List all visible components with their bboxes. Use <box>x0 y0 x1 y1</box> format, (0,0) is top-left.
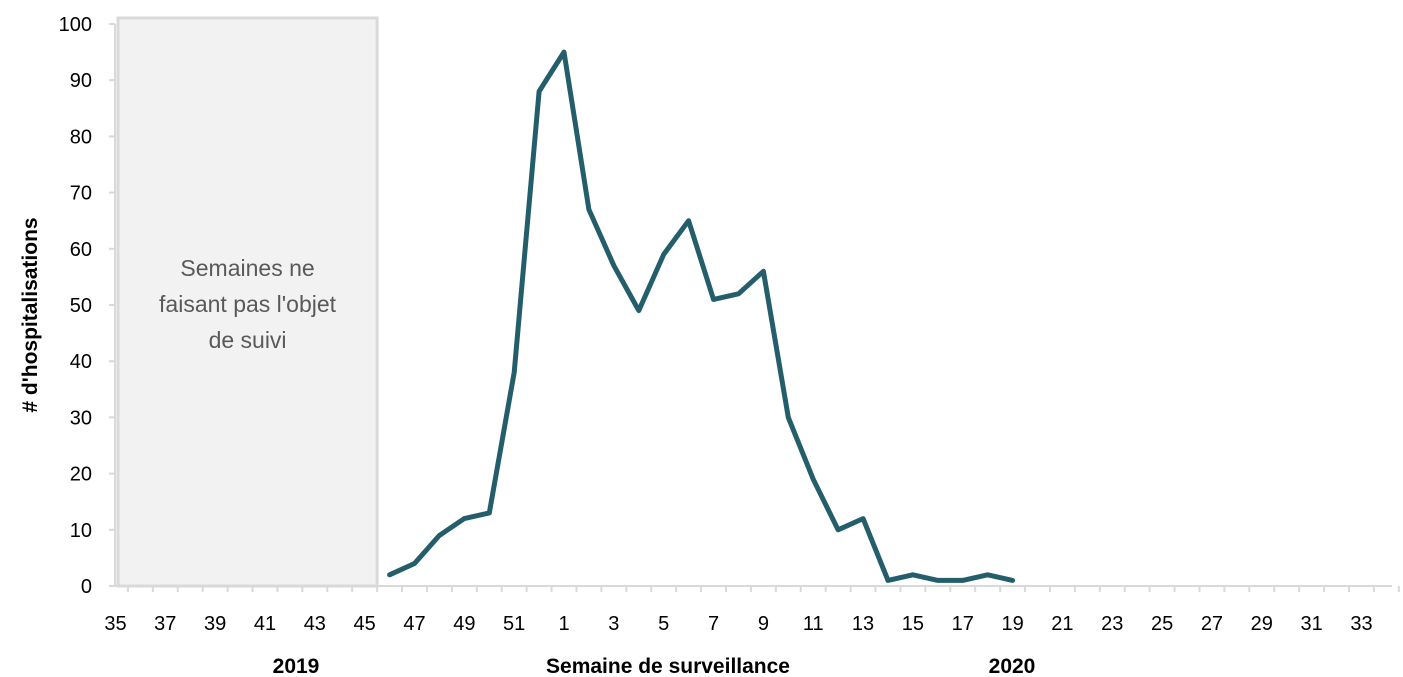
x-tick-label: 19 <box>1001 613 1023 635</box>
x-tick-label: 51 <box>503 613 525 635</box>
x-tick-label: 9 <box>758 613 769 635</box>
x-tick-label: 33 <box>1350 613 1372 635</box>
shaded-region-rect <box>116 16 379 588</box>
shaded-region-label: de suivi <box>209 327 287 353</box>
x-tick-label: 47 <box>403 613 425 635</box>
y-tick-label: 0 <box>81 576 92 598</box>
y-tick-label: 30 <box>70 407 92 429</box>
x-tick-label: 27 <box>1201 613 1223 635</box>
x-tick-label: 1 <box>558 613 569 635</box>
x-tick-label: 21 <box>1051 613 1073 635</box>
x-tick-label: 23 <box>1101 613 1123 635</box>
x-axis-title: Semaine de surveillance <box>546 655 790 677</box>
series-layer <box>387 49 1016 583</box>
x-tick-label: 45 <box>354 613 376 635</box>
x-tick-label: 41 <box>254 613 276 635</box>
x-tick-label: 49 <box>453 613 475 635</box>
y-axis-ticks: 0 10 20 30 40 50 60 70 80 90 100 <box>59 14 115 598</box>
y-tick-label: 70 <box>70 183 92 205</box>
y-tick-label: 10 <box>70 520 92 542</box>
x-tick-label: 39 <box>204 613 226 635</box>
x-axis-ticks: 35 37 39 41 43 45 47 49 51 1 3 5 7 9 11 13 15 17 19 21 23 25 2… <box>104 586 1400 635</box>
x-tick-label: 5 <box>658 613 669 635</box>
x-tick-label: 29 <box>1251 613 1273 635</box>
series-line <box>387 49 1016 583</box>
x-tick-label: 17 <box>952 613 974 635</box>
y-tick-label: 40 <box>70 351 92 373</box>
unmonitored-weeks-region: Semaines ne faisant pas l'objet de suivi <box>116 16 379 588</box>
x-tick-label: 43 <box>304 613 326 635</box>
x-tick-label: 13 <box>852 613 874 635</box>
x-tick-label: 3 <box>608 613 619 635</box>
x-tick-label: 37 <box>154 613 176 635</box>
x-tick-label: 25 <box>1151 613 1173 635</box>
year-label-2019: 2019 <box>273 655 320 677</box>
year-label-2020: 2020 <box>989 655 1036 677</box>
y-tick-label: 100 <box>59 14 92 36</box>
y-tick-label: 60 <box>70 239 92 261</box>
shaded-region-label: faisant pas l'objet <box>159 291 337 317</box>
x-tick-label: 35 <box>104 613 126 635</box>
x-tick-label: 7 <box>708 613 719 635</box>
shaded-region-label: Semaines ne <box>180 255 314 281</box>
y-tick-label: 50 <box>70 295 92 317</box>
x-tick-label: 31 <box>1300 613 1322 635</box>
x-tick-label: 11 <box>803 613 824 635</box>
y-tick-label: 80 <box>70 126 92 148</box>
y-tick-label: 20 <box>70 464 92 486</box>
y-tick-label: 90 <box>70 70 92 92</box>
x-tick-label: 15 <box>902 613 924 635</box>
y-axis-title: # d'hospitalisations <box>19 217 42 412</box>
